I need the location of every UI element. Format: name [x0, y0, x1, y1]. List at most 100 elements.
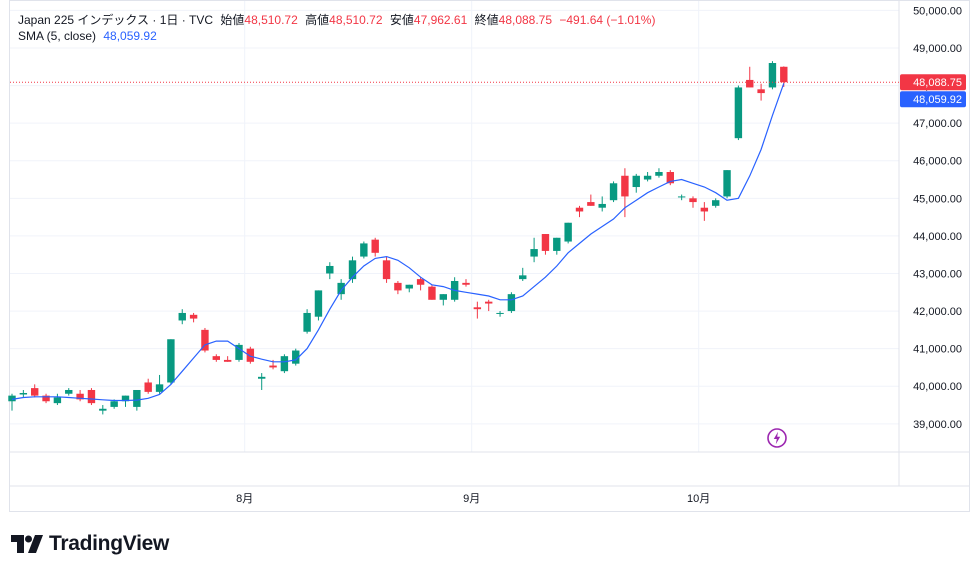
price-axis[interactable]: 39,000.00 40,000.00 41,000.00 42,000.00 43,0…	[913, 5, 962, 430]
candle	[201, 327, 209, 353]
candle	[575, 205, 584, 218]
candle	[348, 256, 357, 283]
candle-body	[246, 348, 255, 362]
tradingview-logo-icon	[11, 535, 43, 553]
candle	[292, 348, 300, 366]
candle-body	[416, 279, 425, 285]
candle-body	[723, 170, 731, 197]
candle	[65, 388, 73, 396]
candle-body	[712, 200, 720, 206]
symbol-title[interactable]: Japan 225 インデックス · 1日 · TVC	[18, 13, 214, 27]
candle	[155, 374, 164, 394]
y-tick-label: 44,000.00	[913, 231, 962, 243]
candle-body	[121, 395, 130, 402]
low-label: 安値	[389, 13, 414, 27]
candle	[31, 384, 39, 398]
candle	[485, 299, 493, 312]
candle	[144, 378, 152, 394]
candle	[530, 237, 538, 263]
y-tick-label: 39,000.00	[913, 419, 962, 431]
candle-series	[8, 61, 788, 415]
candle-body	[382, 260, 391, 280]
candle	[768, 61, 777, 90]
candle	[178, 309, 186, 325]
sma-line	[11, 83, 785, 402]
candle-body	[212, 356, 220, 360]
candle	[405, 284, 413, 293]
close-value: 48,088.75	[498, 13, 553, 27]
candle-body	[87, 389, 96, 404]
candle-body	[507, 294, 516, 312]
sma-price-tag-text: 48,059.92	[913, 94, 962, 106]
candle	[42, 393, 50, 404]
candle	[382, 256, 391, 283]
x-tick-label: 8月	[236, 493, 253, 505]
chart-frame[interactable]	[9, 0, 970, 512]
sma-value: 48,059.92	[103, 29, 157, 43]
candle	[235, 343, 243, 362]
candle	[314, 290, 323, 321]
close-label: 終値	[474, 13, 499, 27]
candle	[564, 222, 572, 244]
ohlc-legend: Japan 225 インデックス · 1日 · TVC 始値48,510.72 …	[18, 11, 659, 28]
candle	[723, 170, 731, 199]
candle-body	[314, 290, 323, 317]
candle-body	[768, 63, 777, 88]
lightning-bolt-icon[interactable]	[767, 428, 787, 448]
candle-body	[519, 275, 527, 280]
candle-body	[496, 312, 504, 314]
candle-body	[598, 203, 606, 208]
candle-body	[553, 237, 561, 251]
candle	[428, 284, 436, 300]
candle	[598, 196, 606, 212]
time-axis[interactable]: 8月 9月 10月	[236, 493, 710, 505]
candle-body	[485, 301, 493, 304]
candle	[712, 198, 720, 208]
candle-body	[235, 344, 243, 360]
candle	[416, 277, 425, 291]
candle-body	[473, 307, 482, 310]
brand-name: TradingView	[49, 532, 170, 555]
candle-body	[76, 393, 84, 400]
y-tick-label: 41,000.00	[913, 344, 962, 356]
candle-body	[348, 260, 357, 280]
y-tick-label: 46,000.00	[913, 156, 962, 168]
candle	[677, 194, 686, 201]
candle-body	[609, 183, 618, 201]
candle	[99, 405, 107, 415]
candle-body	[428, 286, 436, 300]
candle-body	[632, 175, 640, 188]
tradingview-logo[interactable]: TradingView	[11, 532, 169, 556]
candle	[473, 301, 482, 319]
candle	[462, 279, 470, 287]
candle	[553, 237, 561, 255]
candle	[519, 267, 527, 281]
close-price-tag: 48,088.75	[900, 74, 966, 91]
y-tick-label: 49,000.00	[913, 43, 962, 55]
candle-body	[42, 395, 50, 402]
candle-body	[223, 359, 232, 362]
candle	[189, 312, 198, 323]
candle-body	[371, 239, 379, 253]
candle	[394, 280, 402, 295]
candle	[326, 262, 334, 280]
candle-body	[292, 350, 300, 364]
candle	[167, 339, 175, 385]
y-tick-label: 40,000.00	[913, 381, 962, 393]
candle	[757, 83, 765, 101]
candle-body	[621, 175, 629, 197]
candle-body	[155, 384, 164, 392]
candle	[53, 393, 62, 406]
candle-body	[643, 175, 652, 180]
candle	[496, 311, 504, 317]
sma-legend[interactable]: SMA (5, close) 48,059.92	[18, 29, 161, 43]
candle	[689, 196, 697, 208]
candle	[587, 194, 595, 206]
candle-body	[189, 314, 198, 319]
candle-body	[394, 282, 402, 291]
candle	[643, 172, 652, 182]
candle	[76, 389, 84, 402]
candle	[280, 354, 289, 374]
open-label: 始値	[220, 13, 245, 27]
